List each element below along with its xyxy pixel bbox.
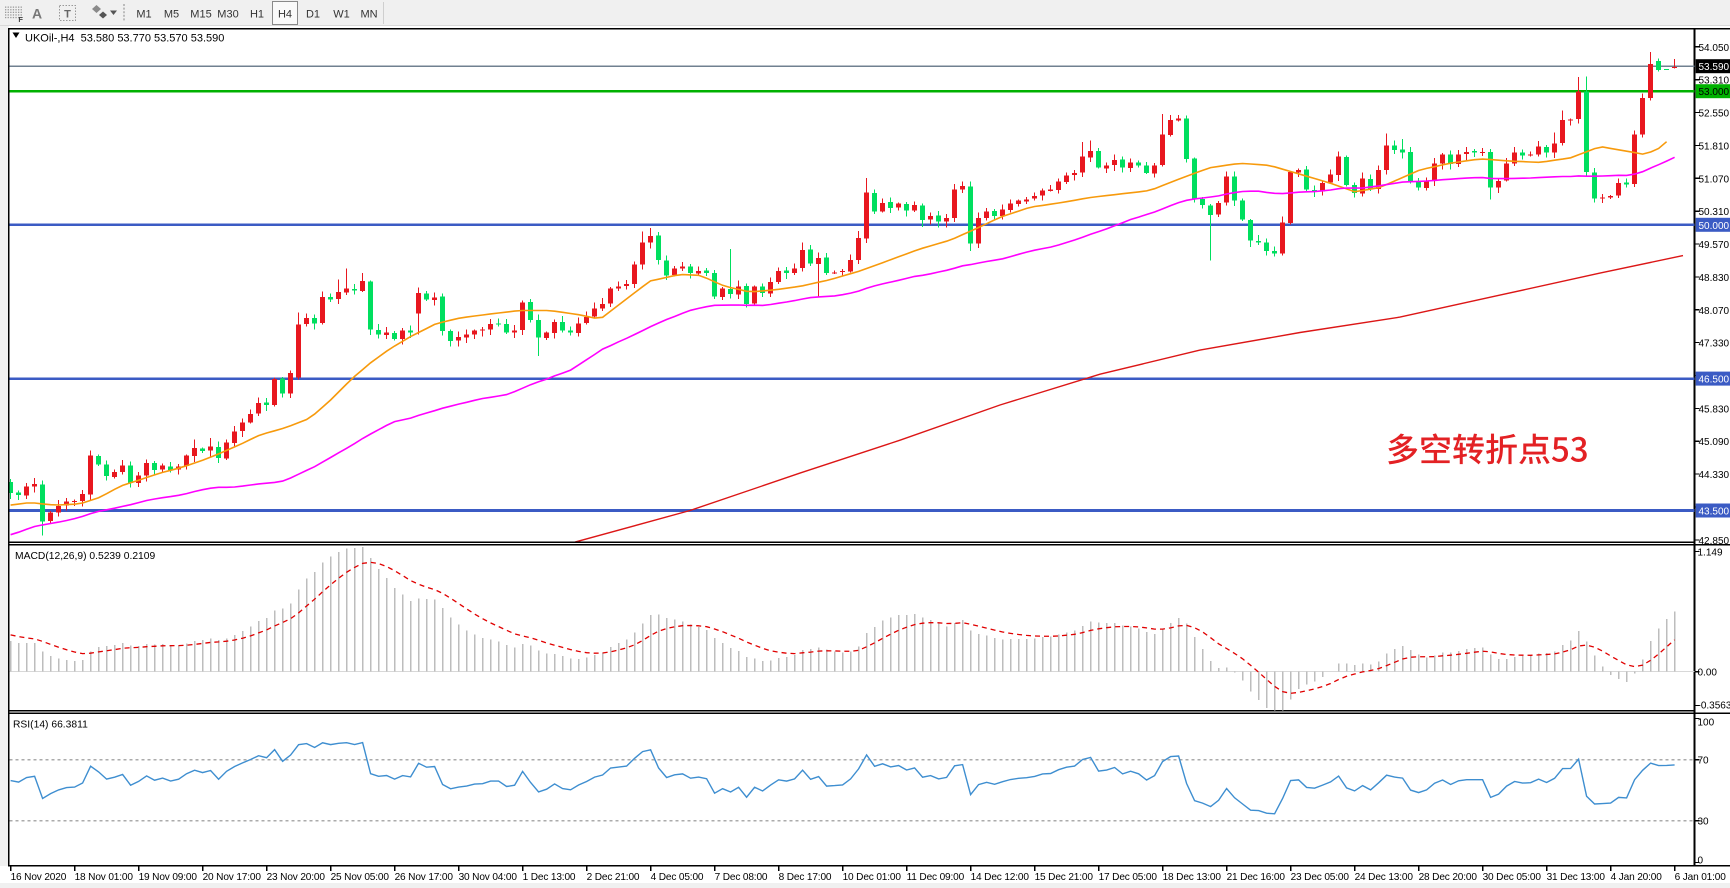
svg-text:UKOil-,H4 53.580 53.770 53.57: UKOil-,H4 53.580 53.770 53.570 53.590 (25, 33, 224, 45)
svg-text:51.070: 51.070 (1699, 174, 1730, 185)
svg-text:RSI(14) 66.3811: RSI(14) 66.3811 (13, 720, 88, 731)
svg-text:30 Dec 05:00: 30 Dec 05:00 (1483, 872, 1542, 883)
svg-text:M15: M15 (190, 9, 211, 21)
svg-text:A: A (32, 6, 42, 22)
svg-text:11 Dec 09:00: 11 Dec 09:00 (907, 872, 965, 883)
svg-text:1 Dec 13:00: 1 Dec 13:00 (523, 872, 576, 883)
svg-text:30: 30 (1698, 817, 1710, 828)
svg-text:14 Dec 12:00: 14 Dec 12:00 (971, 872, 1030, 883)
svg-text:70: 70 (1698, 756, 1710, 767)
svg-text:0.00: 0.00 (1698, 668, 1718, 679)
svg-text:31 Dec 13:00: 31 Dec 13:00 (1547, 872, 1606, 883)
svg-text:53.590: 53.590 (1699, 62, 1730, 73)
svg-text:51.810: 51.810 (1699, 141, 1730, 152)
svg-text:4 Jan 20:00: 4 Jan 20:00 (1611, 872, 1663, 883)
svg-text:100: 100 (1698, 718, 1715, 729)
svg-text:45.830: 45.830 (1699, 404, 1730, 415)
svg-text:MACD(12,26,9) 0.5239 0.2109: MACD(12,26,9) 0.5239 0.2109 (15, 551, 156, 562)
svg-text:19 Nov 09:00: 19 Nov 09:00 (139, 872, 198, 883)
svg-text:48.830: 48.830 (1699, 273, 1730, 284)
svg-text:16 Nov 2020: 16 Nov 2020 (11, 872, 67, 883)
svg-text:30 Nov 04:00: 30 Nov 04:00 (459, 872, 518, 883)
svg-text:42.850: 42.850 (1699, 536, 1730, 547)
svg-text:50.310: 50.310 (1699, 207, 1730, 218)
svg-text:18 Nov 01:00: 18 Nov 01:00 (75, 872, 134, 883)
svg-text:D1: D1 (306, 9, 320, 21)
svg-text:48.070: 48.070 (1699, 306, 1730, 317)
svg-text:M1: M1 (136, 9, 151, 21)
svg-text:28 Dec 20:00: 28 Dec 20:00 (1419, 872, 1478, 883)
svg-text:23 Nov 20:00: 23 Nov 20:00 (267, 872, 326, 883)
svg-text:W1: W1 (333, 9, 350, 21)
svg-text:49.570: 49.570 (1699, 240, 1730, 251)
svg-text:24 Dec 13:00: 24 Dec 13:00 (1355, 872, 1414, 883)
svg-text:F: F (18, 15, 23, 24)
svg-text:M5: M5 (164, 9, 179, 21)
svg-text:46.500: 46.500 (1699, 375, 1730, 386)
svg-text:45.090: 45.090 (1699, 437, 1730, 448)
svg-text:17 Dec 05:00: 17 Dec 05:00 (1099, 872, 1158, 883)
svg-text:47.330: 47.330 (1699, 339, 1730, 350)
svg-text:54.050: 54.050 (1699, 43, 1730, 54)
svg-text:26 Nov 17:00: 26 Nov 17:00 (395, 872, 454, 883)
svg-text:53.310: 53.310 (1699, 76, 1730, 87)
svg-text:2 Dec 21:00: 2 Dec 21:00 (587, 872, 640, 883)
svg-text:44.330: 44.330 (1699, 470, 1730, 481)
svg-text:50.000: 50.000 (1699, 221, 1730, 232)
svg-text:20 Nov 17:00: 20 Nov 17:00 (203, 872, 262, 883)
svg-text:21 Dec 16:00: 21 Dec 16:00 (1227, 872, 1286, 883)
svg-text:10 Dec 01:00: 10 Dec 01:00 (843, 872, 902, 883)
svg-text:52.550: 52.550 (1699, 109, 1730, 120)
svg-text:-0.3563: -0.3563 (1698, 701, 1730, 712)
svg-text:1.149: 1.149 (1698, 548, 1723, 559)
svg-text:8 Dec 17:00: 8 Dec 17:00 (779, 872, 832, 883)
svg-text:H4: H4 (278, 9, 292, 21)
svg-text:M30: M30 (217, 9, 238, 21)
svg-text:18 Dec 13:00: 18 Dec 13:00 (1163, 872, 1222, 883)
svg-text:6 Jan 01:00: 6 Jan 01:00 (1675, 872, 1727, 883)
svg-text:H1: H1 (250, 9, 264, 21)
svg-text:43.500: 43.500 (1699, 507, 1730, 518)
svg-text:23 Dec 05:00: 23 Dec 05:00 (1291, 872, 1350, 883)
svg-text:4 Dec 05:00: 4 Dec 05:00 (651, 872, 704, 883)
svg-text:53.000: 53.000 (1699, 87, 1730, 98)
svg-text:15 Dec 21:00: 15 Dec 21:00 (1035, 872, 1094, 883)
svg-text:T: T (64, 9, 71, 21)
svg-text:0: 0 (1698, 856, 1704, 867)
svg-text:7 Dec 08:00: 7 Dec 08:00 (715, 872, 768, 883)
svg-text:MN: MN (360, 9, 377, 21)
svg-text:25 Nov 05:00: 25 Nov 05:00 (331, 872, 390, 883)
